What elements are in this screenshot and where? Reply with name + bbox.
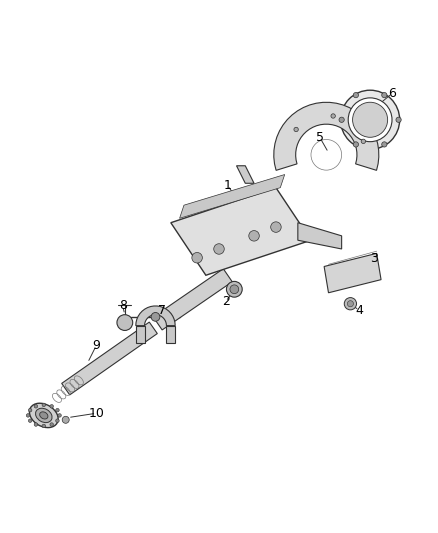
Circle shape	[62, 416, 69, 423]
Text: 4: 4	[355, 304, 363, 317]
Polygon shape	[180, 174, 285, 219]
Circle shape	[347, 301, 353, 307]
Circle shape	[353, 142, 358, 147]
Circle shape	[50, 405, 53, 408]
Circle shape	[381, 93, 387, 98]
Circle shape	[344, 297, 357, 310]
Circle shape	[226, 281, 242, 297]
Circle shape	[361, 139, 366, 143]
Circle shape	[34, 405, 38, 408]
Circle shape	[249, 231, 259, 241]
Circle shape	[353, 93, 358, 98]
Circle shape	[28, 408, 32, 412]
Text: 9: 9	[92, 339, 100, 352]
Ellipse shape	[341, 90, 399, 149]
Circle shape	[230, 285, 239, 294]
Circle shape	[214, 244, 224, 254]
Circle shape	[42, 403, 46, 407]
Text: 5: 5	[316, 131, 324, 144]
Text: 8: 8	[119, 300, 127, 312]
Circle shape	[294, 127, 298, 132]
Polygon shape	[274, 102, 379, 171]
Polygon shape	[171, 188, 311, 275]
Ellipse shape	[40, 412, 48, 419]
Text: 1: 1	[224, 179, 232, 192]
Circle shape	[192, 253, 202, 263]
Text: 6: 6	[388, 87, 396, 100]
Polygon shape	[153, 269, 232, 330]
Ellipse shape	[348, 98, 392, 142]
Polygon shape	[136, 326, 145, 343]
Text: 3: 3	[371, 252, 378, 265]
Circle shape	[331, 114, 336, 118]
Circle shape	[58, 414, 61, 417]
Circle shape	[56, 419, 59, 423]
Text: 7: 7	[158, 304, 166, 317]
Circle shape	[56, 408, 59, 412]
Circle shape	[50, 423, 53, 426]
Circle shape	[396, 117, 401, 123]
Polygon shape	[237, 166, 254, 183]
Polygon shape	[324, 253, 381, 293]
Ellipse shape	[353, 102, 388, 138]
Polygon shape	[136, 306, 175, 326]
Circle shape	[42, 424, 46, 427]
Ellipse shape	[29, 403, 58, 427]
Polygon shape	[62, 322, 157, 395]
Circle shape	[151, 312, 160, 321]
Circle shape	[26, 414, 30, 417]
Circle shape	[117, 314, 133, 330]
Circle shape	[271, 222, 281, 232]
Polygon shape	[298, 223, 342, 249]
Ellipse shape	[35, 408, 52, 423]
Circle shape	[381, 142, 387, 147]
Text: 2: 2	[222, 295, 230, 308]
Circle shape	[339, 117, 344, 123]
Circle shape	[28, 419, 32, 423]
Text: 10: 10	[88, 407, 104, 419]
Circle shape	[34, 423, 38, 426]
Polygon shape	[166, 326, 175, 343]
